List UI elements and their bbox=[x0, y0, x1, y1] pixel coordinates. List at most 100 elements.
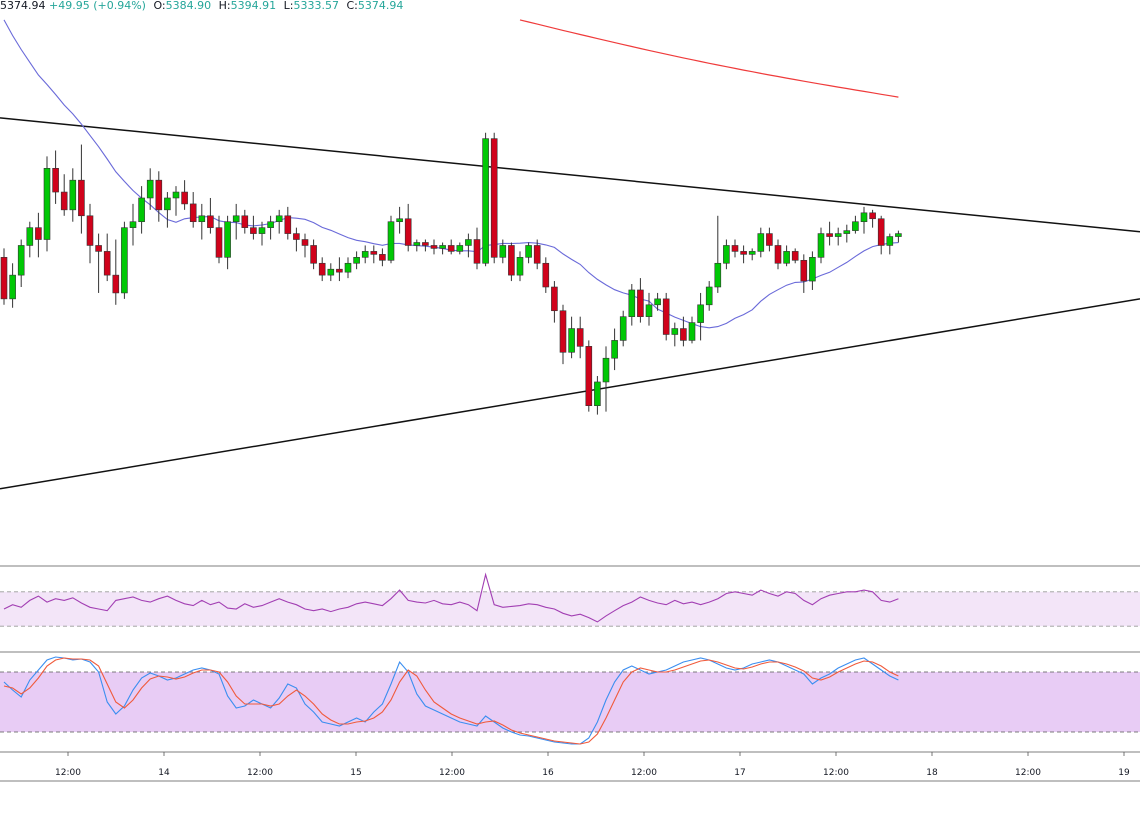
candle-body bbox=[95, 245, 102, 252]
candle-body bbox=[516, 257, 524, 276]
candle-body bbox=[783, 251, 790, 264]
candle-body bbox=[637, 289, 644, 317]
candle bbox=[774, 239, 782, 270]
candle-body bbox=[35, 227, 42, 240]
price-change: +49.95 (+0.94%) bbox=[49, 0, 146, 12]
candle-body bbox=[456, 245, 464, 252]
candle-body bbox=[757, 233, 765, 252]
candle bbox=[439, 242, 446, 255]
candle bbox=[241, 209, 249, 234]
candle bbox=[826, 221, 833, 246]
stochastic-pane[interactable] bbox=[0, 656, 1140, 753]
x-tick-label: 17 bbox=[734, 768, 745, 778]
candle-body bbox=[207, 215, 214, 228]
candle bbox=[430, 239, 438, 255]
candle bbox=[585, 340, 593, 412]
candle bbox=[361, 245, 369, 264]
candle bbox=[783, 245, 790, 267]
x-tick-label: 18 bbox=[926, 768, 938, 778]
candle-body bbox=[241, 215, 249, 228]
candle bbox=[267, 215, 274, 240]
candle bbox=[877, 215, 885, 255]
candle bbox=[533, 239, 541, 270]
candle bbox=[800, 254, 808, 293]
candle bbox=[568, 316, 575, 359]
low-value: 5333.57 bbox=[293, 0, 339, 12]
candle-body bbox=[379, 254, 386, 261]
close-value: 5374.94 bbox=[357, 0, 404, 12]
candle-body bbox=[103, 251, 111, 276]
candle-body bbox=[86, 215, 94, 246]
rsi-pane[interactable] bbox=[0, 572, 1140, 653]
candle-body bbox=[869, 212, 876, 220]
candle bbox=[645, 292, 653, 326]
candle bbox=[602, 346, 610, 412]
candle bbox=[766, 227, 773, 252]
lower-trendline bbox=[0, 298, 1140, 490]
high-value: 5394.91 bbox=[230, 0, 277, 12]
candle bbox=[146, 168, 154, 210]
candle bbox=[310, 239, 317, 270]
candle-body bbox=[817, 233, 825, 258]
candle-body bbox=[224, 221, 231, 258]
candle bbox=[611, 328, 618, 371]
candle bbox=[301, 233, 309, 258]
candle-body bbox=[78, 179, 85, 217]
candle-body bbox=[439, 245, 446, 249]
candle bbox=[594, 376, 601, 415]
candle bbox=[834, 227, 842, 246]
candle-body bbox=[215, 227, 223, 258]
candle-body bbox=[525, 245, 532, 258]
candle bbox=[499, 239, 507, 264]
candle bbox=[576, 316, 584, 359]
candle bbox=[293, 227, 300, 252]
candle bbox=[43, 156, 51, 252]
time-axis[interactable]: 12:00 14 12:00 15 12:00 16 12:00 17 12:00 18 12:00… bbox=[0, 752, 1140, 782]
candle bbox=[637, 278, 644, 323]
candle-body bbox=[482, 138, 489, 264]
candle bbox=[688, 316, 696, 344]
candle bbox=[516, 251, 524, 282]
candle bbox=[628, 284, 636, 326]
candle bbox=[413, 239, 421, 252]
candle-body bbox=[834, 233, 842, 237]
candle-body bbox=[422, 242, 429, 246]
x-tick-label: 12:00 bbox=[823, 768, 849, 778]
candle-body bbox=[310, 245, 317, 264]
upper-trendline bbox=[0, 117, 1140, 233]
candle-body bbox=[17, 245, 25, 276]
candle bbox=[52, 150, 59, 204]
x-tick-label: 12:00 bbox=[631, 768, 657, 778]
candle-body bbox=[533, 245, 541, 264]
candle-body bbox=[508, 245, 515, 276]
candle bbox=[714, 215, 722, 293]
candle-body bbox=[551, 286, 558, 312]
candle-body bbox=[258, 227, 266, 234]
main-price-pane[interactable] bbox=[0, 19, 1140, 567]
candle bbox=[0, 248, 8, 305]
candle bbox=[809, 251, 816, 290]
candle bbox=[318, 257, 326, 282]
candle bbox=[164, 192, 171, 228]
candle bbox=[542, 257, 550, 293]
candle bbox=[60, 174, 68, 216]
last-price: 5374.94 bbox=[0, 0, 46, 12]
candle bbox=[387, 215, 395, 264]
candle bbox=[121, 221, 128, 299]
candle bbox=[181, 180, 188, 210]
stoch-d-line bbox=[3, 657, 899, 745]
sma-slow-line bbox=[519, 19, 899, 98]
candle bbox=[129, 203, 137, 246]
candle bbox=[731, 239, 739, 258]
candle-body bbox=[826, 233, 833, 237]
candle-body bbox=[645, 304, 653, 317]
candle bbox=[232, 203, 240, 240]
candle-body bbox=[370, 251, 378, 255]
candle-body bbox=[146, 179, 154, 199]
candle-body bbox=[585, 346, 593, 406]
candle-body bbox=[336, 268, 343, 273]
stoch-band-fill bbox=[0, 672, 1140, 732]
candle-body bbox=[26, 227, 34, 246]
candle bbox=[95, 233, 102, 293]
